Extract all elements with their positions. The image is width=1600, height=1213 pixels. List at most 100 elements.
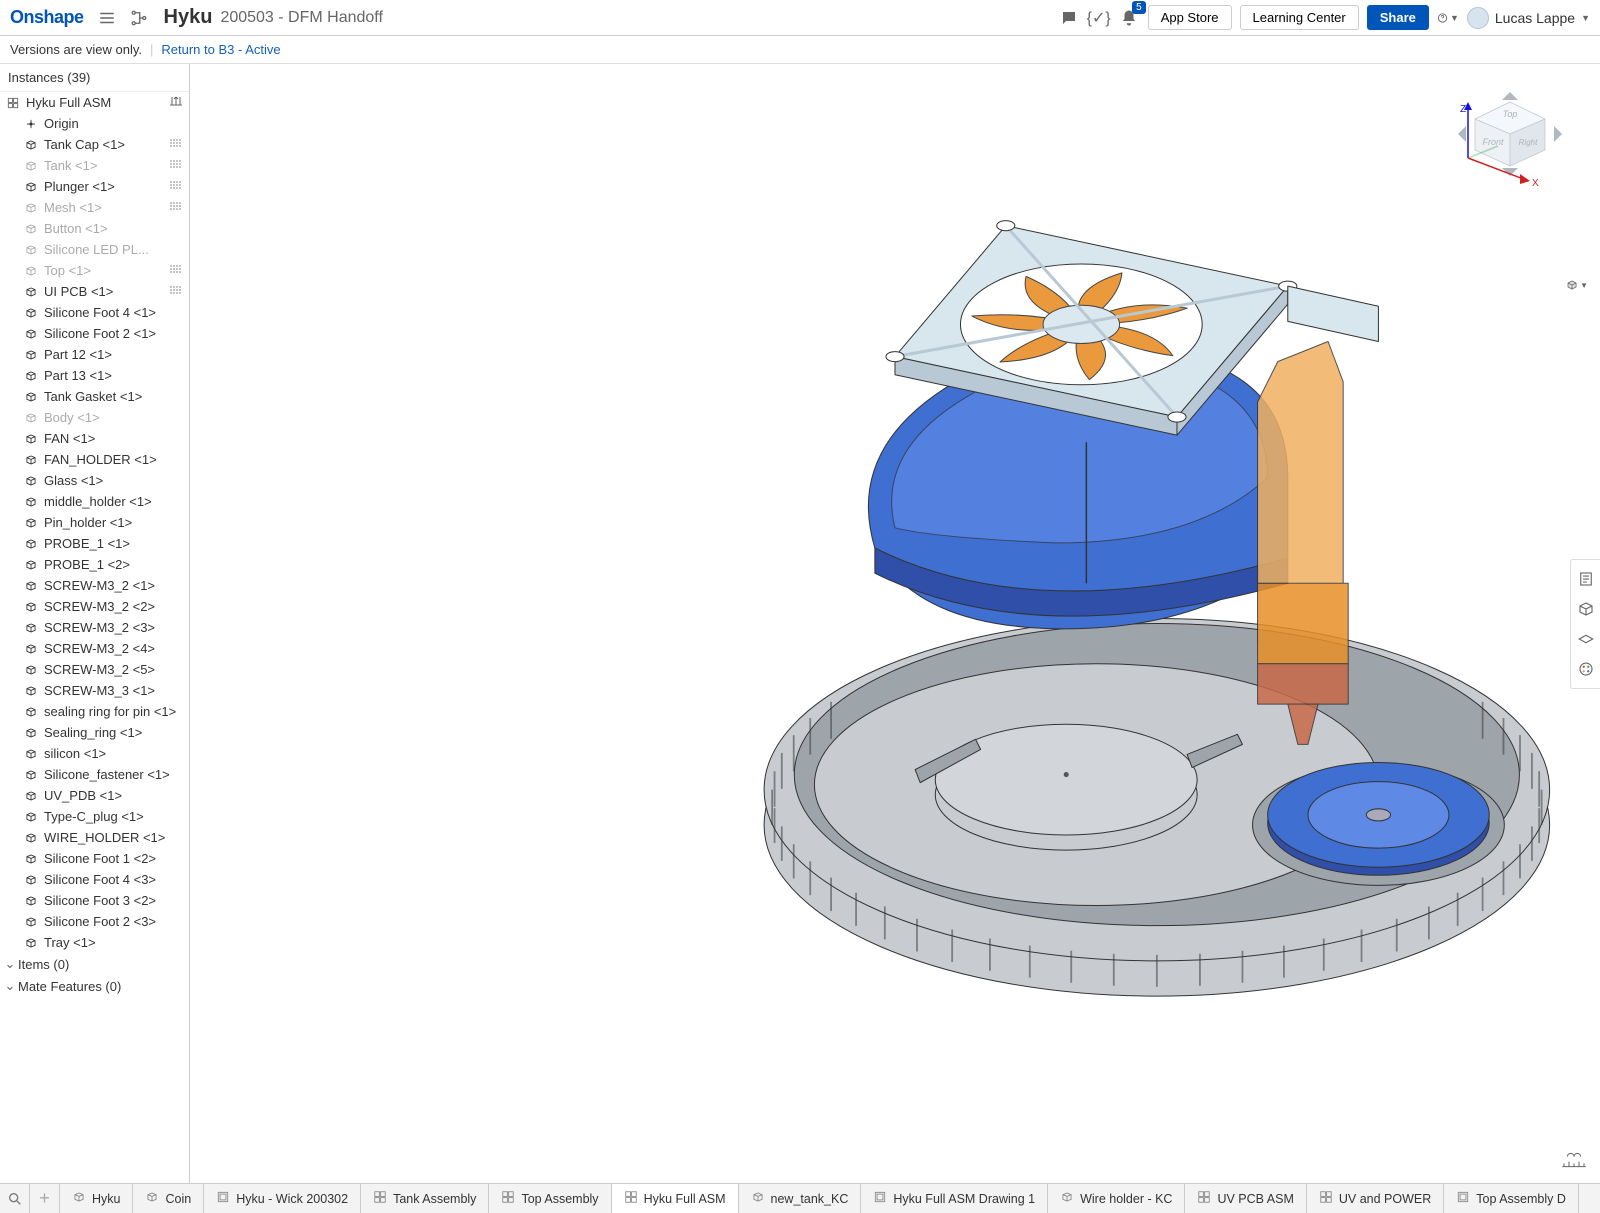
tree-item[interactable]: Silicone Foot 2 <1> xyxy=(0,323,189,344)
tab-icon xyxy=(501,1190,515,1207)
tree-item[interactable]: SCREW-M3_2 <1> xyxy=(0,575,189,596)
tree-item[interactable]: Tray <1> xyxy=(0,932,189,953)
tree-item[interactable]: Silicone Foot 4 <1> xyxy=(0,302,189,323)
tree-item[interactable]: PROBE_1 <1> xyxy=(0,533,189,554)
tab-icon xyxy=(72,1190,86,1207)
logo[interactable]: Onshape xyxy=(10,7,84,28)
share-button[interactable]: Share xyxy=(1367,5,1429,30)
user-name: Lucas Lappe xyxy=(1495,10,1575,26)
tree-item[interactable]: Sealing_ring <1> xyxy=(0,722,189,743)
notifications-icon[interactable]: 5 xyxy=(1118,7,1140,29)
tree-item[interactable]: Silicone Foot 3 <2> xyxy=(0,890,189,911)
tree-item[interactable]: PROBE_1 <2> xyxy=(0,554,189,575)
tab-label: new_tank_KC xyxy=(771,1192,849,1206)
tree-item[interactable]: Tank Cap <1> xyxy=(0,134,189,155)
tree-item[interactable]: Silicone Foot 1 <2> xyxy=(0,848,189,869)
help-icon[interactable]: ▼ xyxy=(1437,7,1459,29)
tree-item[interactable]: UV_PDB <1> xyxy=(0,785,189,806)
comments-icon[interactable] xyxy=(1058,7,1080,29)
tab[interactable]: Top Assembly D xyxy=(1444,1184,1579,1213)
tree-item[interactable]: Silicone LED PL... xyxy=(0,239,189,260)
tree-item[interactable]: Part 13 <1> xyxy=(0,365,189,386)
tree-icon[interactable] xyxy=(128,7,150,29)
tree-item[interactable]: SCREW-M3_2 <2> xyxy=(0,596,189,617)
tree-item[interactable]: SCREW-M3_2 <4> xyxy=(0,638,189,659)
tree-item[interactable]: SCREW-M3_3 <1> xyxy=(0,680,189,701)
tree-root[interactable]: Hyku Full ASM xyxy=(0,92,189,113)
tree-item[interactable]: Glass <1> xyxy=(0,470,189,491)
tool-cube-icon[interactable] xyxy=(1573,596,1599,622)
tab[interactable]: UV PCB ASM xyxy=(1185,1184,1306,1213)
tab-icon xyxy=(624,1190,638,1207)
tree-item[interactable]: Tank <1> xyxy=(0,155,189,176)
notification-badge: 5 xyxy=(1132,1,1146,14)
tab-icon xyxy=(1060,1190,1074,1207)
tree-item[interactable]: Part 12 <1> xyxy=(0,344,189,365)
tab[interactable]: new_tank_KC xyxy=(739,1184,862,1213)
tab-icon xyxy=(1319,1190,1333,1207)
viewport[interactable]: Top Front Right Z X ▼ xyxy=(190,64,1600,1183)
tree-item[interactable]: sealing ring for pin <1> xyxy=(0,701,189,722)
user-menu[interactable]: Lucas Lappe ▼ xyxy=(1467,7,1590,29)
tree-item[interactable]: Button <1> xyxy=(0,218,189,239)
tab[interactable]: Hyku Full ASM xyxy=(612,1184,739,1213)
tab-label: UV PCB ASM xyxy=(1217,1192,1293,1206)
tab-search-button[interactable] xyxy=(0,1184,30,1213)
tree-item[interactable]: Top <1> xyxy=(0,260,189,281)
tab[interactable]: Hyku - Wick 200302 xyxy=(204,1184,361,1213)
code-icon[interactable]: {✓} xyxy=(1088,7,1110,29)
learning-center-button[interactable]: Learning Center xyxy=(1240,5,1359,30)
tab[interactable]: Hyku Full ASM Drawing 1 xyxy=(861,1184,1048,1213)
tool-sheet-icon[interactable] xyxy=(1573,566,1599,592)
svg-text:Z: Z xyxy=(1460,104,1466,115)
display-mode-button[interactable]: ▼ xyxy=(1566,274,1588,296)
document-subtitle: 200503 - DFM Handoff xyxy=(220,9,382,27)
tab-label: Top Assembly xyxy=(521,1192,598,1206)
tree-section[interactable]: ⌄Mate Features (0) xyxy=(0,975,189,997)
svg-text:Right: Right xyxy=(1519,138,1538,147)
tab-icon xyxy=(1197,1190,1211,1207)
tab-label: Hyku Full ASM Drawing 1 xyxy=(893,1192,1035,1206)
tab[interactable]: Wire holder - KC xyxy=(1048,1184,1185,1213)
tree-item[interactable]: middle_holder <1> xyxy=(0,491,189,512)
tree-item[interactable]: Tank Gasket <1> xyxy=(0,386,189,407)
model-view[interactable] xyxy=(190,64,1600,1183)
tab-label: Tank Assembly xyxy=(393,1192,476,1206)
tree-item[interactable]: FAN <1> xyxy=(0,428,189,449)
tree-item[interactable]: Silicone Foot 4 <3> xyxy=(0,869,189,890)
tab[interactable]: Coin xyxy=(133,1184,204,1213)
tree-item[interactable]: Silicone_fastener <1> xyxy=(0,764,189,785)
tree-item[interactable]: silicon <1> xyxy=(0,743,189,764)
tab[interactable]: Tank Assembly xyxy=(361,1184,489,1213)
tree-item[interactable]: SCREW-M3_2 <3> xyxy=(0,617,189,638)
instance-tree[interactable]: Hyku Full ASMOriginTank Cap <1>Tank <1>P… xyxy=(0,92,189,1183)
measure-button[interactable] xyxy=(1560,1149,1588,1171)
return-to-active-link[interactable]: Return to B3 - Active xyxy=(161,42,280,57)
document-title[interactable]: Hyku xyxy=(164,6,213,29)
app-store-button[interactable]: App Store xyxy=(1148,5,1232,30)
tree-item[interactable]: Pin_holder <1> xyxy=(0,512,189,533)
tree-item[interactable]: Mesh <1> xyxy=(0,197,189,218)
menu-icon[interactable] xyxy=(96,7,118,29)
tree-item[interactable]: Plunger <1> xyxy=(0,176,189,197)
tree-item[interactable]: Type-C_plug <1> xyxy=(0,806,189,827)
tab[interactable]: Hyku xyxy=(60,1184,133,1213)
tab-add-button[interactable]: + xyxy=(30,1184,60,1213)
tree-item[interactable]: FAN_HOLDER <1> xyxy=(0,449,189,470)
tree-item[interactable]: UI PCB <1> xyxy=(0,281,189,302)
tab-icon xyxy=(216,1190,230,1207)
tab-icon xyxy=(873,1190,887,1207)
tool-grid-icon[interactable] xyxy=(1573,626,1599,652)
tree-item[interactable]: Body <1> xyxy=(0,407,189,428)
tab[interactable]: UV and POWER xyxy=(1307,1184,1444,1213)
tree-item[interactable]: SCREW-M3_2 <5> xyxy=(0,659,189,680)
tab-label: UV and POWER xyxy=(1339,1192,1431,1206)
tool-palette-icon[interactable] xyxy=(1573,656,1599,682)
view-cube[interactable]: Top Front Right Z X xyxy=(1450,84,1570,194)
top-bar: Onshape Hyku 200503 - DFM Handoff {✓} 5 … xyxy=(0,0,1600,36)
tree-section[interactable]: ⌄Items (0) xyxy=(0,953,189,975)
tab[interactable]: Top Assembly xyxy=(489,1184,611,1213)
tree-item[interactable]: Origin xyxy=(0,113,189,134)
tree-item[interactable]: Silicone Foot 2 <3> xyxy=(0,911,189,932)
tree-item[interactable]: WIRE_HOLDER <1> xyxy=(0,827,189,848)
